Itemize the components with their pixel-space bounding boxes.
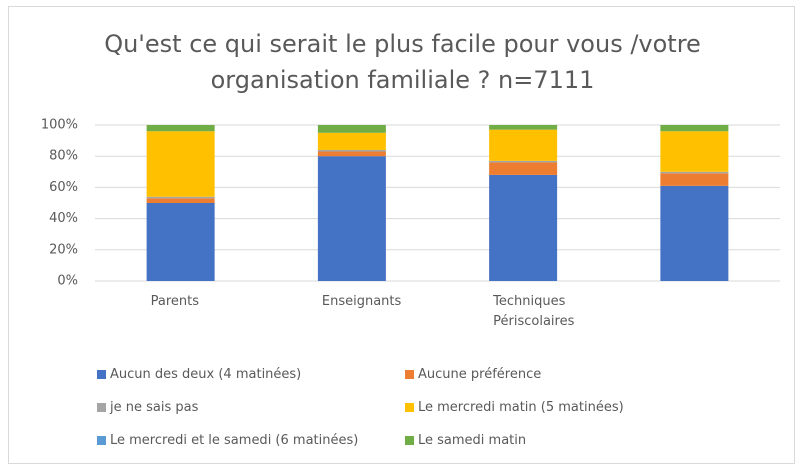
- bar-segment: [660, 185, 729, 281]
- legend-label: je ne sais pas: [110, 400, 199, 415]
- y-tick-label: 20%: [49, 242, 78, 257]
- bar-segment: [317, 151, 386, 157]
- legend: Aucun des deux (4 matinées) Aucune préfér…: [97, 364, 705, 451]
- bar-segment: [146, 198, 215, 203]
- y-tick-label: 40%: [49, 211, 78, 226]
- x-tick-label: Enseignants: [321, 294, 402, 309]
- bar-segment: [660, 171, 729, 174]
- bar-segment: [660, 131, 729, 172]
- bar-segment: [146, 196, 215, 199]
- legend-swatch: [97, 370, 106, 379]
- bar-segment: [660, 125, 729, 132]
- chart-title: Qu'est ce qui serait le plus facile pour…: [104, 30, 701, 94]
- bar-segment: [317, 132, 386, 150]
- x-tick-label: Techniques Périscolaires: [493, 294, 575, 329]
- legend-item: Le mercredi matin (5 matinées): [405, 397, 705, 418]
- legend-label: Le mercredi et le samedi (6 matinées): [110, 433, 359, 448]
- legend-item: je ne sais pas: [97, 397, 405, 418]
- x-tick-label: Parents: [150, 294, 200, 309]
- bar-segment: [146, 125, 215, 132]
- bar-segment: [489, 129, 558, 161]
- bar-segment: [489, 162, 558, 175]
- bar-segment: [146, 203, 215, 281]
- bar-segment: [146, 131, 215, 197]
- legend-swatch: [405, 436, 414, 445]
- legend-label: Le samedi matin: [418, 433, 527, 448]
- y-tick-label: 0%: [57, 274, 78, 289]
- legend-item: Aucune préférence: [405, 364, 705, 385]
- legend-item: Le mercredi et le samedi (6 matinées): [97, 430, 405, 451]
- legend-label: Aucun des deux (4 matinées): [110, 367, 302, 382]
- legend-item: Aucun des deux (4 matinées): [97, 364, 405, 385]
- y-tick-label: 60%: [49, 180, 78, 195]
- legend-label: Le mercredi matin (5 matinées): [418, 400, 624, 415]
- bar-segment: [489, 160, 558, 163]
- bar-segment: [489, 174, 558, 281]
- bar-segment: [489, 125, 558, 130]
- bar-segment: [317, 149, 386, 152]
- y-tick-label: 80%: [49, 149, 78, 164]
- y-tick-label: 100%: [41, 118, 78, 133]
- legend-item: Le samedi matin: [405, 430, 705, 451]
- bar-segment: [660, 173, 729, 186]
- legend-swatch: [97, 436, 106, 445]
- legend-swatch: [405, 403, 414, 412]
- bar-segment: [317, 156, 386, 281]
- legend-label: Aucune préférence: [418, 367, 542, 382]
- legend-swatch: [405, 370, 414, 379]
- legend-swatch: [97, 403, 106, 412]
- chart-border: [8, 6, 795, 464]
- bar-segment: [317, 125, 386, 133]
